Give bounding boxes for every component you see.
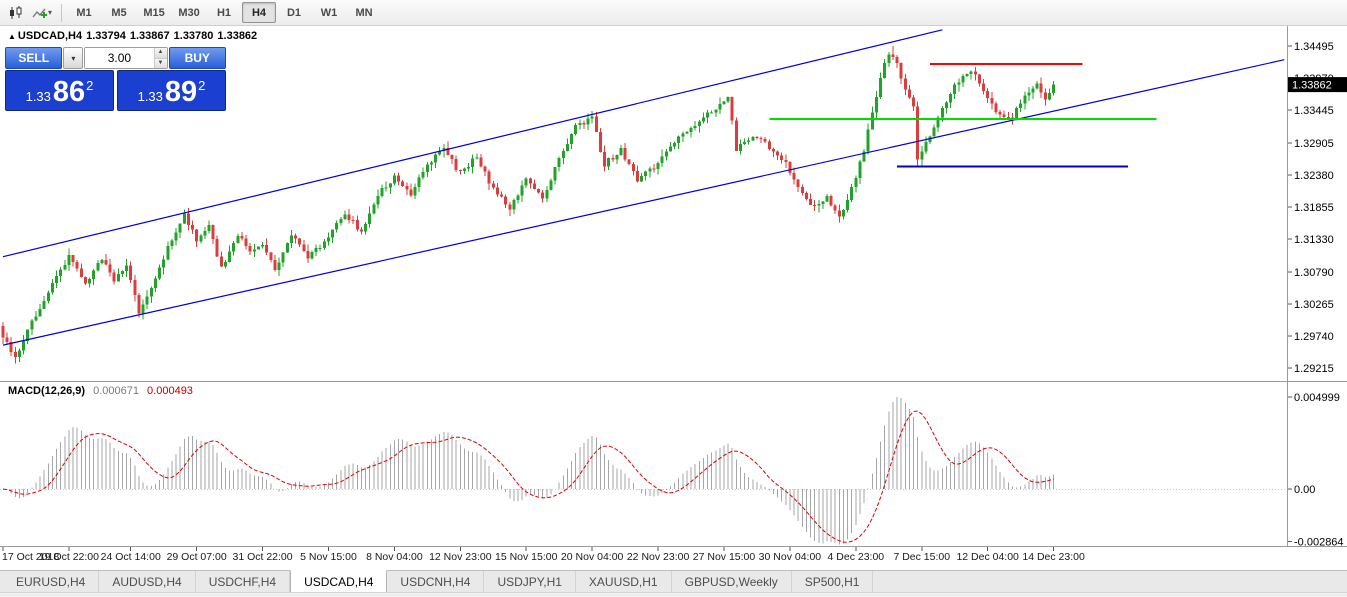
macd-label: MACD(12,26,9) (8, 385, 86, 397)
sell-price-display[interactable]: 1.33 86 2 (5, 70, 114, 111)
time-tick-label: 31 Oct 22:00 (232, 551, 292, 563)
status-strip (0, 592, 1347, 597)
price-axis (1288, 45, 1292, 369)
time-tick-label: 17 Oct 2018 (2, 551, 59, 563)
volume-stepper: ▲ ▼ (153, 48, 167, 68)
chart-symbol-header: ▲ USDCAD,H4 1.33794 1.33867 1.33780 1.33862 (8, 30, 261, 42)
bottom-tabs: EURUSD,H4 AUDUSD,H4 USDCHF,H4 USDCAD,H4 USDC… (0, 570, 1347, 593)
macd-histogram (6, 397, 1055, 545)
sell-price-prefix: 1.33 (25, 89, 51, 104)
time-tick-label: 8 Nov 04:00 (366, 551, 423, 563)
time-tick-label: 27 Nov 15:00 (693, 551, 756, 563)
time-tick-label: 12 Dec 04:00 (956, 551, 1019, 563)
macd-indicator-header: MACD(12,26,9) 0.000671 0.000493 (8, 385, 193, 397)
timeframe-buttons: M1 M5 M15 M30 H1 H4 D1 W1 MN (67, 2, 381, 23)
price-tick-label: 1.30790 (1294, 267, 1334, 279)
ohlc-close-value: 1.33862 (217, 30, 258, 42)
price-tick-label: 1.32380 (1294, 170, 1334, 182)
timeframe-H1[interactable]: H1 (216, 6, 232, 19)
timeframe-D1[interactable]: D1 (286, 6, 302, 19)
macd-tick-label: -0.002864 (1294, 537, 1344, 549)
time-tick-label: 19 Oct 22:00 (39, 551, 99, 563)
triangle-marker-icon: ▲ (8, 32, 16, 41)
indicators-button[interactable]: ▾ (28, 2, 56, 24)
one-click-trading-widget: SELL ▾ ▲ ▼ BUY 1.33 86 2 1.33 89 (5, 47, 226, 111)
volume-increase-button[interactable]: ▲ (154, 48, 167, 59)
current-price-marker (1288, 77, 1347, 93)
macd-tick-label: 0.00 (1294, 484, 1315, 496)
ohlc-open-value: 1.33794 (86, 30, 126, 42)
price-tick-label: 1.33445 (1294, 105, 1334, 117)
time-tick-label: 5 Nov 15:00 (300, 551, 357, 563)
tab-GBPUSD-Weekly[interactable]: GBPUSD,Weekly (672, 571, 792, 593)
price-tick-label: 1.31330 (1294, 234, 1334, 246)
price-tick-label: 1.32905 (1294, 138, 1334, 150)
timeframe-M30[interactable]: M30 (178, 6, 200, 19)
time-tick-label: 30 Nov 04:00 (759, 551, 822, 563)
time-tick-label: 22 Nov 23:00 (627, 551, 690, 563)
time-tick-label: 4 Dec 23:00 (828, 551, 885, 563)
price-tick-label: 1.34495 (1294, 41, 1334, 53)
trade-options-dropdown[interactable]: ▾ (63, 47, 84, 69)
timeframe-W1[interactable]: W1 (320, 6, 338, 19)
tab-USDJPY-H1[interactable]: USDJPY,H1 (484, 571, 576, 593)
ohlc-high-value: 1.33867 (129, 30, 170, 42)
channel-upper-trendline[interactable] (2, 29, 943, 258)
indicators-icon (32, 8, 47, 18)
buy-button[interactable]: BUY (168, 47, 226, 69)
candlestick-chart-icon (10, 5, 22, 19)
price-tick-label: 1.30265 (1294, 299, 1334, 311)
time-tick-label: 24 Oct 14:00 (101, 551, 161, 563)
buy-price-prefix: 1.33 (137, 89, 163, 104)
tab-SP500-H1[interactable]: SP500,H1 (792, 571, 874, 593)
timeframe-M5[interactable]: M5 (111, 6, 127, 19)
toolbar: ▾ M1 M5 M15 M30 H1 H4 D1 W1 MN (0, 0, 1347, 26)
time-tick-label: 20 Nov 04:00 (561, 551, 624, 563)
price-tick-label: 1.31855 (1294, 202, 1334, 214)
candles-layer (1, 46, 1056, 364)
channel-lower-trendline[interactable] (2, 59, 1285, 346)
macd-signal-line (2, 410, 1054, 543)
price-tick-label: 1.29740 (1294, 331, 1334, 343)
time-tick-label: 7 Dec 15:00 (893, 551, 950, 563)
tab-USDCAD-H4[interactable]: USDCAD,H4 (290, 570, 388, 593)
sell-price-pips: 86 (52, 76, 86, 108)
chevron-down-icon: ▾ (71, 53, 76, 63)
timeframe-MN[interactable]: MN (355, 6, 373, 19)
macd-main-value: 0.000671 (93, 385, 139, 397)
chart-type-button[interactable] (4, 2, 28, 24)
sell-button[interactable]: SELL (5, 47, 63, 69)
timeframe-M15[interactable]: M15 (143, 6, 165, 19)
buy-price-display[interactable]: 1.33 89 2 (117, 70, 226, 111)
tab-AUDUSD-H4[interactable]: AUDUSD,H4 (99, 571, 196, 593)
time-tick-label: 12 Nov 23:00 (429, 551, 492, 563)
time-tick-label: 14 Dec 23:00 (1022, 551, 1085, 563)
volume-field: ▲ ▼ (84, 47, 168, 69)
tab-XAUUSD-H1[interactable]: XAUUSD,H1 (576, 571, 672, 593)
symbol-period-label: USDCAD,H4 (17, 30, 83, 42)
current-price-label: 1.33862 (1292, 80, 1332, 92)
chevron-down-icon: ▾ (48, 8, 53, 17)
tab-USDCHF-H4[interactable]: USDCHF,H4 (196, 571, 291, 593)
volume-input[interactable] (85, 48, 154, 68)
time-tick-label: 15 Nov 15:00 (495, 551, 558, 563)
macd-signal-value: 0.000493 (147, 385, 193, 397)
volume-decrease-button[interactable]: ▼ (154, 58, 167, 68)
tab-USDCNH-H4[interactable]: USDCNH,H4 (387, 571, 485, 593)
ohlc-low-value: 1.33780 (173, 30, 214, 42)
buy-price-point: 2 (198, 78, 206, 93)
timeframe-M1[interactable]: M1 (76, 6, 92, 19)
price-tick-label: 1.29215 (1294, 363, 1334, 375)
tab-EURUSD-H4[interactable]: EURUSD,H4 (3, 571, 100, 593)
time-tick-label: 29 Oct 07:00 (167, 551, 227, 563)
macd-tick-label: 0.004999 (1294, 392, 1340, 404)
time-axis (2, 547, 1055, 551)
sell-price-point: 2 (86, 78, 94, 93)
buy-price-pips: 89 (164, 76, 198, 108)
toolbar-separator (61, 3, 63, 22)
timeframe-H4[interactable]: H4 (242, 2, 277, 23)
